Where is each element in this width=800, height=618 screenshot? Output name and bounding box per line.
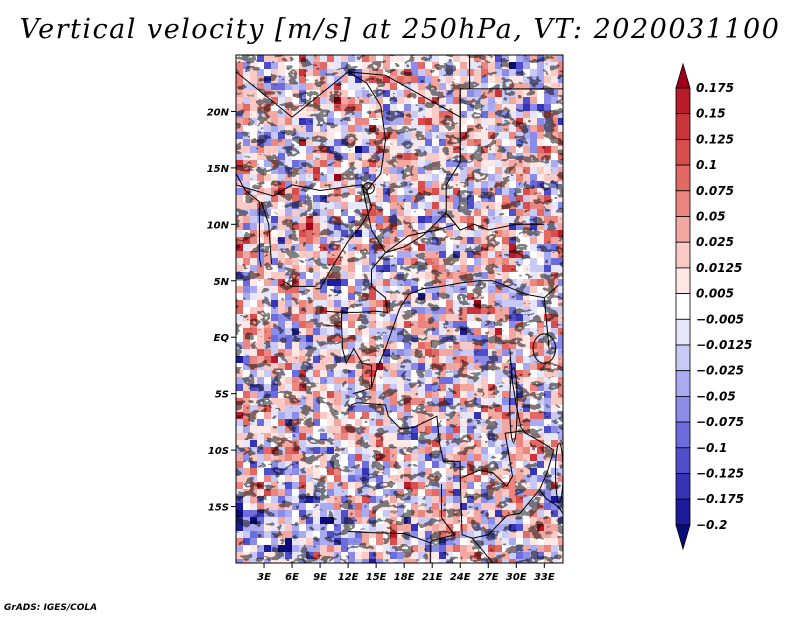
- map-panel: 3E 6E 9E 12E 15E 18E 21E 24E 27E 30E 33E 20N 15N 10N…: [207, 54, 564, 583]
- colorbar-label: −0.005: [696, 312, 744, 326]
- grads-credit: GrADS: IGES/COLA: [4, 603, 98, 613]
- colorbar-segment: [675, 87, 691, 115]
- x-tick-label: 9E: [313, 572, 327, 583]
- colorbar-label: 0.175: [696, 81, 734, 95]
- border-line: [543, 297, 550, 349]
- colorbar-label: 0.15: [696, 107, 726, 121]
- x-tick-label: 30E: [506, 572, 527, 583]
- x-tick-label: 6E: [285, 572, 299, 583]
- border-line: [429, 542, 431, 563]
- colorbar-label: −0.2: [696, 518, 727, 532]
- colorbar-segment: [675, 267, 691, 294]
- border-line: [350, 402, 523, 488]
- x-tick-label: 24E: [450, 572, 471, 583]
- x-tick-label: 12E: [338, 572, 359, 583]
- y-tick-label: 10N: [207, 220, 230, 231]
- colorbar-segment: [675, 370, 691, 397]
- border-line: [236, 71, 386, 118]
- chart-title: Vertical velocity [m/s] at 250hPa, VT: 2…: [19, 14, 781, 45]
- colorbar-segment: [675, 164, 691, 192]
- colorbar-label: −0.075: [696, 415, 744, 429]
- x-tick-label: 33E: [534, 572, 555, 583]
- x-tick-label: 15E: [366, 572, 387, 583]
- colorbar: 0.175 0.15 0.125 0.1 0.075 0.05 0.025 0.0125 0.0…: [675, 62, 752, 551]
- colorbar-segment: [675, 293, 691, 320]
- border-line: [282, 280, 316, 287]
- country-borders: [236, 55, 563, 563]
- colorbar-segment: [675, 138, 691, 166]
- colorbar-segment: [675, 473, 691, 500]
- x-tick-label: 27E: [478, 572, 499, 583]
- colorbar-label: 0.005: [696, 287, 734, 301]
- colorbar-segment: [675, 447, 691, 474]
- border-line: [371, 280, 559, 389]
- y-axis: 20N 15N 10N 5N EQ 5S 10S 15S: [207, 107, 236, 514]
- x-tick-label: 3E: [257, 572, 271, 583]
- colorbar-segment: [675, 241, 691, 269]
- y-tick-label: 5S: [215, 390, 229, 401]
- colorbar-label: −0.1: [696, 441, 727, 455]
- lake-outline: [362, 182, 375, 195]
- x-tick-label: 21E: [422, 572, 443, 583]
- border-line: [260, 201, 272, 264]
- colorbar-label: 0.05: [696, 210, 726, 224]
- colorbar-arrow-bottom: [675, 524, 691, 551]
- colorbar-label: 0.1: [696, 158, 717, 172]
- colorbar-segment: [675, 395, 691, 423]
- border-line: [371, 212, 447, 270]
- colorbar-label: 0.025: [696, 235, 734, 249]
- y-tick-label: EQ: [214, 333, 230, 344]
- border-line: [539, 489, 563, 515]
- border-line: [236, 184, 363, 197]
- map-frame: [235, 54, 564, 564]
- border-line: [472, 537, 494, 563]
- colorbar-segment: [675, 498, 691, 526]
- border-line: [324, 269, 388, 313]
- border-line: [341, 325, 372, 395]
- colorbar-segment: [675, 216, 691, 243]
- border-line: [348, 484, 456, 544]
- border-line: [519, 432, 555, 514]
- y-tick-label: 5N: [214, 277, 230, 288]
- colorbar-segment: [675, 344, 691, 372]
- border-line: [445, 212, 545, 231]
- colorbar-segment: [675, 318, 691, 346]
- colorbar-segment: [675, 190, 691, 217]
- y-tick-label: 15N: [207, 164, 230, 175]
- colorbar-arrow-top: [675, 62, 691, 89]
- colorbar-segment: [675, 113, 691, 140]
- colorbar-label: −0.0125: [696, 338, 752, 352]
- x-axis: 3E 6E 9E 12E 15E 18E 21E 24E 27E 30E 33E: [257, 563, 555, 583]
- colorbar-label: 0.075: [696, 184, 734, 198]
- colorbar-label: −0.05: [696, 389, 736, 403]
- border-line: [236, 173, 262, 268]
- border-line: [315, 190, 373, 290]
- lake-outline: [532, 333, 557, 364]
- y-tick-label: 10S: [208, 446, 229, 457]
- colorbar-label: −0.125: [696, 467, 744, 481]
- colorbar-label: 0.0125: [696, 261, 742, 275]
- y-tick-label: 20N: [207, 107, 230, 118]
- x-tick-label: 18E: [394, 572, 415, 583]
- colorbar-label: −0.025: [696, 364, 744, 378]
- y-tick-label: 15S: [208, 503, 229, 514]
- colorbar-segment: [675, 421, 691, 449]
- lake-outline: [509, 367, 518, 443]
- colorbar-label: −0.175: [696, 492, 744, 506]
- colorbar-label: 0.125: [696, 132, 734, 146]
- lake-outline: [555, 442, 563, 503]
- border-line: [459, 478, 521, 539]
